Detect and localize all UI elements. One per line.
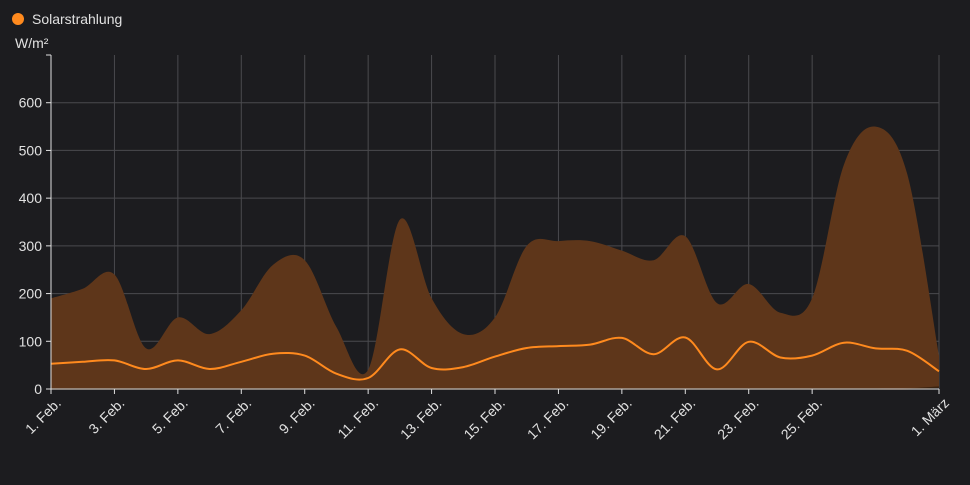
y-tick-label: 300 [19, 238, 43, 254]
y-tick-labels: 0 100 200 300 400 500 600 [19, 95, 43, 397]
y-tick-label: 100 [19, 333, 43, 349]
y-tick-label: 600 [19, 95, 43, 111]
x-tick-label: 21. Feb. [651, 395, 699, 443]
x-tick-label: 13. Feb. [397, 395, 445, 443]
mean-line-layer [50, 336, 940, 381]
x-tick-label: 7. Feb. [212, 395, 254, 437]
mean-line[interactable] [50, 336, 940, 381]
x-tick-label: 23. Feb. [714, 395, 762, 443]
x-tick-label: 9. Feb. [276, 395, 318, 437]
legend-label: Solarstrahlung [32, 11, 123, 27]
legend[interactable]: Solarstrahlung [12, 11, 122, 27]
legend-marker-icon [12, 13, 24, 25]
axes [46, 54, 940, 394]
y-tick-label: 0 [34, 381, 42, 397]
x-tick-label: 1. Feb. [22, 395, 64, 437]
y-axis-unit: W/m² [15, 35, 49, 51]
x-tick-label: 3. Feb. [85, 395, 127, 437]
y-tick-label: 200 [19, 286, 43, 302]
x-tick-label: 15. Feb. [460, 395, 508, 443]
x-tick-label: 19. Feb. [587, 395, 635, 443]
y-tick-label: 400 [19, 190, 43, 206]
x-tick-label: 5. Feb. [149, 395, 191, 437]
x-tick-label: 17. Feb. [524, 395, 572, 443]
y-tick-label: 500 [19, 142, 43, 158]
x-tick-label: 25. Feb. [778, 395, 826, 443]
max-min-range-area [51, 126, 939, 390]
x-tick-labels: 1. Feb. 3. Feb. 5. Feb. 7. Feb. 9. Feb. 11. F… [22, 395, 952, 443]
x-tick-label: 1. März [908, 395, 952, 439]
x-tick-label: 11. Feb. [334, 395, 381, 442]
